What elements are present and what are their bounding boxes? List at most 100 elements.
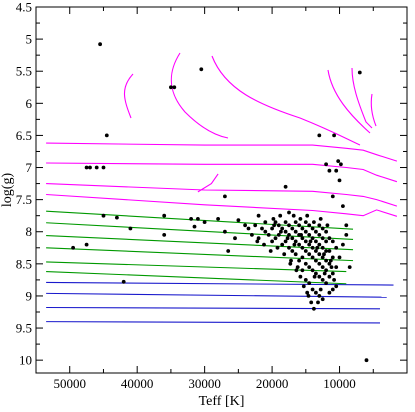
- data-point: [256, 213, 261, 218]
- data-point: [336, 159, 341, 164]
- data-points: [71, 42, 369, 363]
- data-point: [196, 217, 200, 221]
- data-point: [298, 217, 303, 221]
- data-point: [307, 233, 312, 237]
- data-point: [262, 242, 266, 247]
- data-point: [275, 245, 280, 250]
- data-point: [317, 294, 322, 298]
- data-point: [290, 226, 295, 231]
- data-point: [310, 255, 315, 260]
- data-point: [276, 223, 281, 228]
- data-point: [322, 252, 326, 257]
- data-point: [307, 242, 312, 247]
- data-point: [330, 239, 335, 244]
- data-point: [256, 236, 261, 241]
- data-point: [243, 223, 248, 228]
- data-point: [324, 268, 328, 273]
- data-point: [328, 258, 333, 263]
- data-point: [271, 217, 276, 221]
- data-point: [293, 229, 298, 234]
- data-point: [266, 233, 271, 237]
- data-point: [236, 218, 241, 223]
- data-point: [172, 85, 177, 90]
- x-tick-label: 30000: [188, 376, 221, 391]
- data-point: [300, 245, 305, 250]
- blue-cooling-track: [46, 306, 381, 310]
- data-point: [332, 278, 336, 282]
- data-point: [202, 220, 207, 225]
- data-point: [310, 245, 315, 250]
- data-point: [283, 220, 288, 225]
- data-point: [300, 255, 305, 260]
- data-point: [312, 220, 316, 225]
- data-point: [291, 213, 296, 218]
- data-point: [226, 249, 231, 253]
- data-point: [324, 162, 328, 167]
- data-point: [317, 233, 322, 237]
- data-point: [276, 233, 281, 237]
- data-point: [330, 255, 335, 260]
- data-point: [290, 249, 295, 253]
- data-point: [121, 279, 126, 284]
- data-point: [322, 271, 327, 276]
- y-tick-label: 5.5: [16, 64, 32, 79]
- x-tick-label: 10000: [323, 376, 356, 391]
- data-point: [104, 133, 109, 138]
- data-point: [303, 249, 308, 253]
- magenta-evolution-track: [351, 67, 373, 129]
- magenta-cooling-track: [46, 142, 398, 162]
- data-point: [309, 300, 314, 305]
- axis-ticks: 50000 40000 30000 20000 10000 4.5 5 5.5 6 6.5 7 7.5…: [16, 0, 407, 391]
- data-point: [307, 265, 312, 269]
- data-point: [287, 210, 291, 215]
- data-point: [295, 265, 300, 269]
- data-point: [341, 242, 345, 247]
- data-point: [293, 252, 298, 257]
- magenta-evolution-track: [370, 93, 377, 127]
- y-tick-label: 7.5: [16, 192, 32, 207]
- data-point: [303, 261, 308, 266]
- data-point: [270, 239, 274, 244]
- data-point: [314, 249, 318, 253]
- data-point: [294, 268, 299, 273]
- data-point: [324, 249, 328, 253]
- data-point: [263, 220, 268, 225]
- blue-cooling-track: [46, 292, 387, 298]
- data-point: [272, 223, 276, 228]
- data-point: [344, 233, 349, 237]
- magenta-evolution-track: [327, 69, 371, 134]
- data-point: [84, 242, 89, 247]
- data-point: [270, 226, 274, 231]
- data-point: [298, 274, 303, 279]
- data-point: [307, 223, 312, 228]
- data-point: [287, 223, 291, 228]
- magenta-cooling-track: [46, 162, 398, 183]
- data-point: [289, 258, 293, 263]
- x-tick-label: 50000: [53, 376, 86, 391]
- data-point: [317, 261, 322, 266]
- data-point: [246, 226, 251, 231]
- data-point: [317, 274, 322, 279]
- data-point: [115, 215, 119, 220]
- data-point: [283, 184, 288, 189]
- data-point: [329, 265, 334, 269]
- data-point: [268, 249, 273, 253]
- data-point: [128, 226, 133, 231]
- data-point: [347, 265, 352, 269]
- data-point: [334, 168, 339, 173]
- data-point: [307, 252, 312, 257]
- data-point: [327, 261, 332, 266]
- data-point: [320, 236, 325, 241]
- data-point: [327, 290, 332, 295]
- data-point: [288, 261, 293, 266]
- green-cooling-track: [46, 210, 354, 230]
- data-point: [88, 165, 92, 170]
- magenta-evolution-track: [170, 52, 229, 139]
- data-point: [317, 242, 322, 247]
- data-point: [324, 258, 328, 263]
- data-point: [314, 258, 318, 263]
- data-point: [300, 226, 305, 231]
- data-point: [297, 223, 301, 228]
- data-point: [306, 294, 311, 298]
- green-cooling-track: [46, 270, 347, 285]
